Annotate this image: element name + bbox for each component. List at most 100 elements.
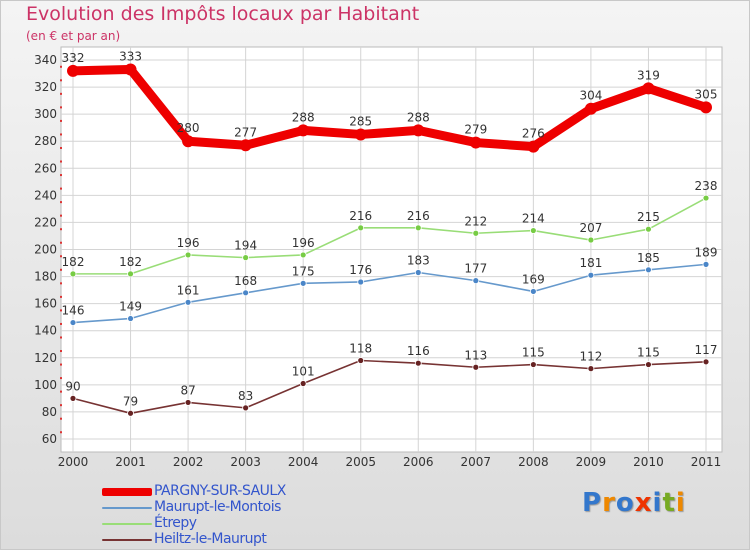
series-line (72, 359, 707, 415)
x-tick-label: 2006 (403, 455, 434, 469)
x-tick-label: 2010 (633, 455, 664, 469)
data-point (299, 380, 307, 387)
data-label: 332 (62, 51, 85, 65)
data-label: 276 (522, 127, 545, 141)
data-point (67, 64, 79, 77)
y-minor-tick (60, 106, 62, 109)
data-label: 83 (238, 389, 253, 403)
y-minor-tick (60, 404, 62, 407)
data-point (242, 404, 250, 412)
data-point (645, 225, 652, 233)
chart-subtitle: (en € et par an) (26, 29, 121, 43)
data-point (354, 128, 367, 141)
data-point (529, 361, 537, 368)
data-label: 176 (349, 263, 372, 277)
y-tick-label: 220 (34, 215, 57, 229)
legend-swatch (102, 488, 152, 496)
data-point (702, 358, 710, 366)
data-label: 87 (180, 383, 195, 397)
data-point (702, 194, 710, 202)
y-tick-label: 140 (34, 324, 57, 338)
legend-label: Heiltz-le-Maurupt (154, 531, 267, 547)
data-label: 185 (637, 251, 660, 265)
chart-title: Evolution des Impôts locaux par Habitant (26, 3, 420, 25)
y-tick-label: 180 (34, 270, 57, 284)
y-tick-label: 280 (34, 134, 57, 148)
y-minor-tick (60, 377, 62, 380)
legend-swatch (102, 507, 152, 509)
x-tick-label: 2007 (461, 455, 492, 469)
data-label: 277 (234, 125, 257, 139)
data-label: 149 (119, 300, 142, 314)
y-minor-tick (60, 336, 62, 339)
data-point (584, 102, 597, 115)
x-tick-label: 2001 (115, 455, 146, 469)
data-label: 79 (123, 394, 138, 408)
data-point (529, 288, 537, 295)
data-label: 333 (119, 49, 142, 63)
y-minor-tick (60, 187, 62, 190)
data-label: 101 (292, 365, 315, 379)
data-point (69, 394, 77, 402)
logo-letter: r (602, 488, 616, 518)
data-point (645, 266, 652, 274)
y-minor-tick (60, 201, 62, 204)
data-point (412, 124, 425, 137)
y-minor-tick (60, 295, 62, 298)
y-minor-tick (60, 79, 62, 82)
y-tick-label: 100 (34, 378, 57, 392)
x-tick-label: 2002 (173, 455, 204, 469)
y-minor-tick (60, 282, 62, 285)
data-label: 212 (464, 214, 487, 228)
data-label: 207 (579, 221, 602, 235)
y-minor-tick (60, 133, 62, 136)
y-tick-label: 60 (42, 432, 57, 446)
data-point (357, 224, 365, 232)
data-point (587, 271, 595, 279)
data-point (587, 236, 595, 244)
data-label: 116 (407, 344, 430, 358)
data-point (414, 269, 422, 276)
data-point (357, 357, 365, 364)
data-label: 169 (522, 272, 545, 286)
y-minor-tick (60, 92, 62, 95)
legend-swatch (102, 539, 152, 541)
y-minor-tick (60, 228, 62, 231)
x-tick-label: 2004 (288, 455, 319, 469)
y-tick-label: 340 (34, 53, 57, 67)
data-point (587, 365, 595, 373)
y-tick-label: 160 (34, 297, 57, 311)
y-minor-tick (60, 309, 62, 312)
data-label: 90 (65, 379, 80, 393)
data-label: 182 (62, 255, 85, 269)
data-point (469, 136, 482, 149)
y-minor-tick (60, 431, 62, 434)
data-label: 115 (522, 346, 545, 360)
data-point (642, 82, 655, 95)
y-tick-label: 240 (34, 188, 57, 202)
data-label: 279 (464, 123, 487, 137)
data-point (127, 270, 134, 278)
data-label: 189 (695, 245, 718, 259)
legend-label: PARGNY-SUR-SAULX (154, 483, 286, 499)
logo-letter: P (582, 488, 603, 518)
y-tick-label: 120 (34, 351, 57, 365)
data-point (299, 279, 307, 287)
data-point (127, 409, 134, 417)
data-point (702, 260, 710, 268)
data-label: 161 (177, 283, 200, 297)
x-tick-label: 2011 (691, 455, 722, 469)
y-minor-tick (60, 350, 62, 353)
data-point (297, 124, 310, 137)
y-minor-tick (60, 174, 62, 177)
data-point (472, 363, 480, 371)
legend-swatch (102, 523, 152, 525)
data-label: 181 (579, 256, 602, 270)
logo-letter: o (615, 488, 635, 518)
data-point (357, 278, 365, 286)
data-point (127, 315, 134, 322)
legend-label: Étrepy (154, 515, 197, 531)
data-label: 175 (292, 264, 315, 278)
data-point (182, 135, 195, 148)
x-tick-label: 2000 (58, 455, 89, 469)
